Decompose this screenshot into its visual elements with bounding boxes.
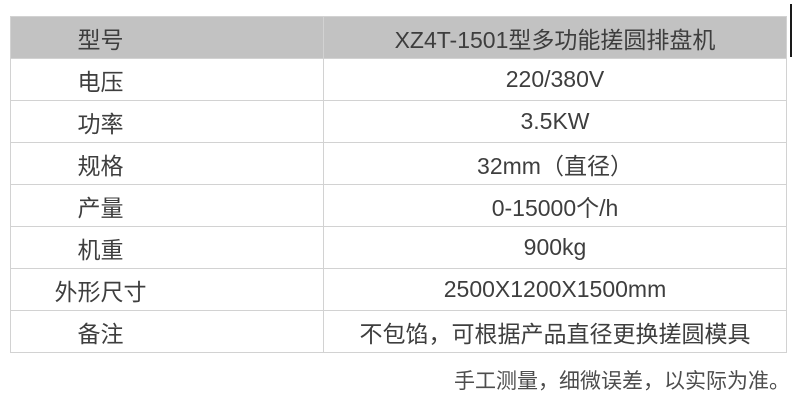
spec-label-weight: 机重 (10, 226, 324, 269)
table-row: 机重 900kg (10, 226, 787, 269)
screenshot-edge-artifact (790, 4, 792, 57)
spec-value-dimensions: 2500X1200X1500mm (323, 268, 787, 311)
spec-table: 型号 XZ4T-1501型多功能搓圆排盘机 电压 220/380V 功率 3.5… (10, 16, 787, 353)
table-header-row: 型号 XZ4T-1501型多功能搓圆排盘机 (10, 16, 787, 59)
disclaimer-note: 手工测量，细微误差，以实际为准。 (454, 370, 790, 393)
spec-value-size: 32mm（直径） (323, 142, 787, 185)
spec-label-voltage: 电压 (10, 58, 324, 101)
spec-value-power: 3.5KW (323, 100, 787, 143)
spec-value-voltage: 220/380V (323, 58, 787, 101)
table-row: 规格 32mm（直径） (10, 142, 787, 185)
spec-value-weight: 900kg (323, 226, 787, 269)
spec-label-remarks: 备注 (10, 310, 324, 353)
spec-label-power: 功率 (10, 100, 324, 143)
spec-value-model: XZ4T-1501型多功能搓圆排盘机 (323, 16, 787, 59)
table-row: 电压 220/380V (10, 58, 787, 101)
spec-label-output: 产量 (10, 184, 324, 227)
table-row: 备注 不包馅，可根据产品直径更换搓圆模具 (10, 310, 787, 353)
spec-label-size: 规格 (10, 142, 324, 185)
spec-label-model: 型号 (10, 16, 324, 59)
spec-label-dimensions: 外形尺寸 (10, 268, 324, 311)
spec-value-output: 0-15000个/h (323, 184, 787, 227)
table-row: 功率 3.5KW (10, 100, 787, 143)
spec-value-remarks: 不包馅，可根据产品直径更换搓圆模具 (323, 310, 787, 353)
table-row: 外形尺寸 2500X1200X1500mm (10, 268, 787, 311)
table-row: 产量 0-15000个/h (10, 184, 787, 227)
